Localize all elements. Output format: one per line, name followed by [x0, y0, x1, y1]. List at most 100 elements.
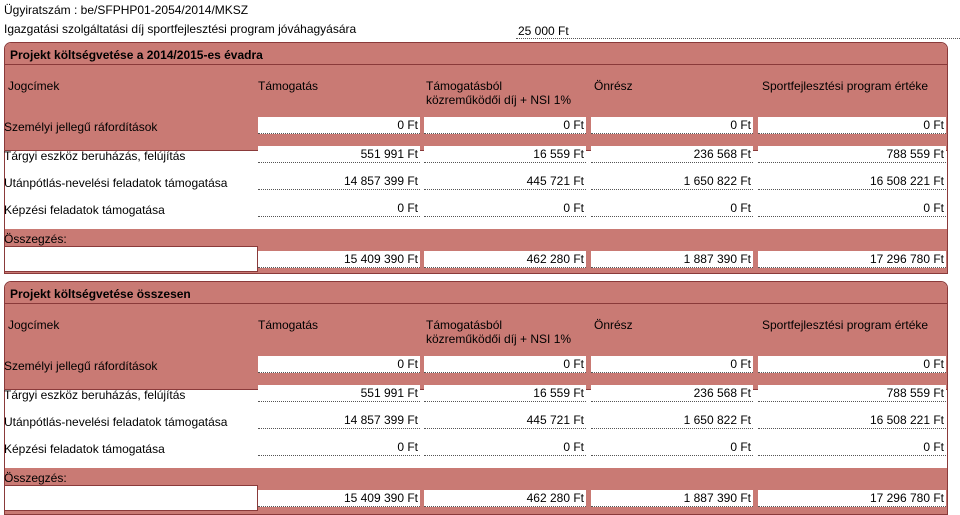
row-value: 0 Ft	[397, 118, 418, 132]
column-header-kozremukodoi: Támogatásból közreműködői díj + NSI 1%	[426, 318, 571, 346]
row-value: 1 650 822 Ft	[683, 174, 751, 188]
row-value-cell: 551 991 Ft	[258, 146, 420, 163]
row-value-cell: 0 Ft	[424, 439, 586, 456]
column-header-program-erteke-text: Sportfejlesztési program értéke	[762, 318, 929, 332]
column-header-kozremukodoi-text: Támogatásból	[426, 318, 503, 332]
row-value-cell: 788 559 Ft	[758, 146, 946, 163]
section-title-bar: Projekt költségvetése a 2014/2015-es éva…	[5, 43, 947, 65]
row-value: 0 Ft	[563, 357, 584, 371]
row-value: 551 991 Ft	[360, 147, 418, 161]
row-value-cell: 1 650 822 Ft	[591, 173, 753, 190]
summary-value: 17 296 780 Ft	[869, 252, 944, 266]
summary-value-cell: 1 887 390 Ft	[591, 251, 753, 268]
row-value: 0 Ft	[923, 440, 944, 454]
column-header-jogcimek-text: Jogcímek	[8, 79, 60, 93]
row-value: 0 Ft	[730, 440, 751, 454]
row-value-cell: 0 Ft	[591, 117, 753, 134]
row-value: 1 650 822 Ft	[683, 413, 751, 427]
summary-value: 17 296 780 Ft	[869, 491, 944, 505]
row-value: 788 559 Ft	[886, 147, 944, 161]
row-value: 14 857 399 Ft	[343, 174, 418, 188]
row-label: Személyi jellegű ráfordítások	[4, 359, 158, 373]
column-header-onresz-text: Önrész	[594, 79, 633, 93]
row-value-cell: 16 508 221 Ft	[758, 173, 946, 190]
row-value-cell: 0 Ft	[424, 200, 586, 217]
row-value-cell: 0 Ft	[258, 117, 420, 134]
table-body-band	[5, 65, 947, 151]
row-value: 0 Ft	[397, 357, 418, 371]
row-value-cell: 0 Ft	[758, 117, 946, 134]
row-value: 0 Ft	[563, 440, 584, 454]
row-label: Tárgyi eszköz beruházás, felújítás	[4, 388, 186, 402]
row-value: 0 Ft	[923, 201, 944, 215]
row-value: 16 559 Ft	[533, 147, 584, 161]
row-value-cell: 16 559 Ft	[424, 146, 586, 163]
summary-value-cell: 1 887 390 Ft	[591, 490, 753, 507]
column-header-tamogatas-text: Támogatás	[258, 79, 319, 93]
row-value: 551 991 Ft	[360, 386, 418, 400]
row-value-cell: 551 991 Ft	[258, 385, 420, 402]
row-value-cell: 0 Ft	[258, 200, 420, 217]
row-value-cell: 0 Ft	[424, 117, 586, 134]
row-value-cell: 0 Ft	[591, 200, 753, 217]
row-value-cell: 788 559 Ft	[758, 385, 946, 402]
row-label: Utánpótlás-nevelési feladatok támogatása	[4, 415, 228, 429]
fee-value: 25 000 Ft	[518, 24, 569, 38]
column-header-kozremukodoi-text-2: közreműködői díj + NSI 1%	[426, 332, 572, 346]
row-label: Személyi jellegű ráfordítások	[4, 120, 158, 134]
summary-value-cell: 462 280 Ft	[424, 490, 586, 507]
row-value-cell: 0 Ft	[758, 439, 946, 456]
column-header-tamogatas: Támogatás	[258, 79, 318, 93]
row-value: 445 721 Ft	[526, 174, 584, 188]
section-title: Projekt költségvetése a 2014/2015-es éva…	[10, 48, 263, 62]
row-value-cell: 16 559 Ft	[424, 385, 586, 402]
summary-value: 462 280 Ft	[526, 252, 584, 266]
row-label: Tárgyi eszköz beruházás, felújítás	[4, 149, 186, 163]
row-label: Képzési feladatok támogatása	[4, 203, 165, 217]
column-header-tamogatas: Támogatás	[258, 318, 318, 332]
row-value: 0 Ft	[397, 440, 418, 454]
row-value: 14 857 399 Ft	[343, 413, 418, 427]
summary-value: 1 887 390 Ft	[683, 252, 751, 266]
column-header-program-erteke-text: Sportfejlesztési program értéke	[762, 79, 929, 93]
row-value: 0 Ft	[923, 357, 944, 371]
row-value: 445 721 Ft	[526, 413, 584, 427]
row-value: 0 Ft	[730, 357, 751, 371]
summary-value-cell: 462 280 Ft	[424, 251, 586, 268]
summary-value-cell: 15 409 390 Ft	[258, 251, 420, 268]
column-header-program-erteke: Sportfejlesztési program értéke	[762, 79, 928, 93]
column-header-kozremukodoi: Támogatásból közreműködői díj + NSI 1%	[426, 79, 571, 107]
column-header-kozremukodoi-text: Támogatásból	[426, 79, 503, 93]
table-body-band	[5, 304, 947, 390]
row-value-cell: 0 Ft	[424, 356, 586, 373]
summary-blank-box	[4, 246, 258, 272]
row-value: 0 Ft	[563, 201, 584, 215]
row-value-cell: 445 721 Ft	[424, 412, 586, 429]
row-value-cell: 14 857 399 Ft	[258, 412, 420, 429]
section-title: Projekt költségvetése összesen	[10, 287, 191, 301]
row-value-cell: 0 Ft	[258, 439, 420, 456]
row-label: Utánpótlás-nevelési feladatok támogatása	[4, 176, 228, 190]
row-value-cell: 14 857 399 Ft	[258, 173, 420, 190]
column-header-onresz: Önrész	[594, 79, 633, 93]
column-header-program-erteke: Sportfejlesztési program értéke	[762, 318, 928, 332]
column-header-jogcimek: Jogcímek	[8, 318, 59, 332]
row-value-cell: 1 650 822 Ft	[591, 412, 753, 429]
column-header-jogcimek: Jogcímek	[8, 79, 59, 93]
summary-blank-box	[4, 485, 258, 511]
summary-value: 1 887 390 Ft	[683, 491, 751, 505]
column-header-kozremukodoi-text-2: közreműködői díj + NSI 1%	[426, 93, 572, 107]
row-value-cell: 16 508 221 Ft	[758, 412, 946, 429]
column-header-onresz-text: Önrész	[594, 318, 633, 332]
column-header-onresz: Önrész	[594, 318, 633, 332]
row-value-cell: 236 568 Ft	[591, 385, 753, 402]
column-header-tamogatas-text: Támogatás	[258, 318, 319, 332]
summary-value: 15 409 390 Ft	[343, 252, 418, 266]
summary-label: Összegzés:	[4, 471, 67, 485]
row-value: 0 Ft	[563, 118, 584, 132]
row-label: Képzési feladatok támogatása	[4, 442, 165, 456]
row-value: 788 559 Ft	[886, 386, 944, 400]
fee-label: Igazgatási szolgáltatási díj sportfejles…	[4, 22, 357, 36]
row-value-cell: 236 568 Ft	[591, 146, 753, 163]
fee-value-field: 25 000 Ft	[516, 20, 960, 39]
